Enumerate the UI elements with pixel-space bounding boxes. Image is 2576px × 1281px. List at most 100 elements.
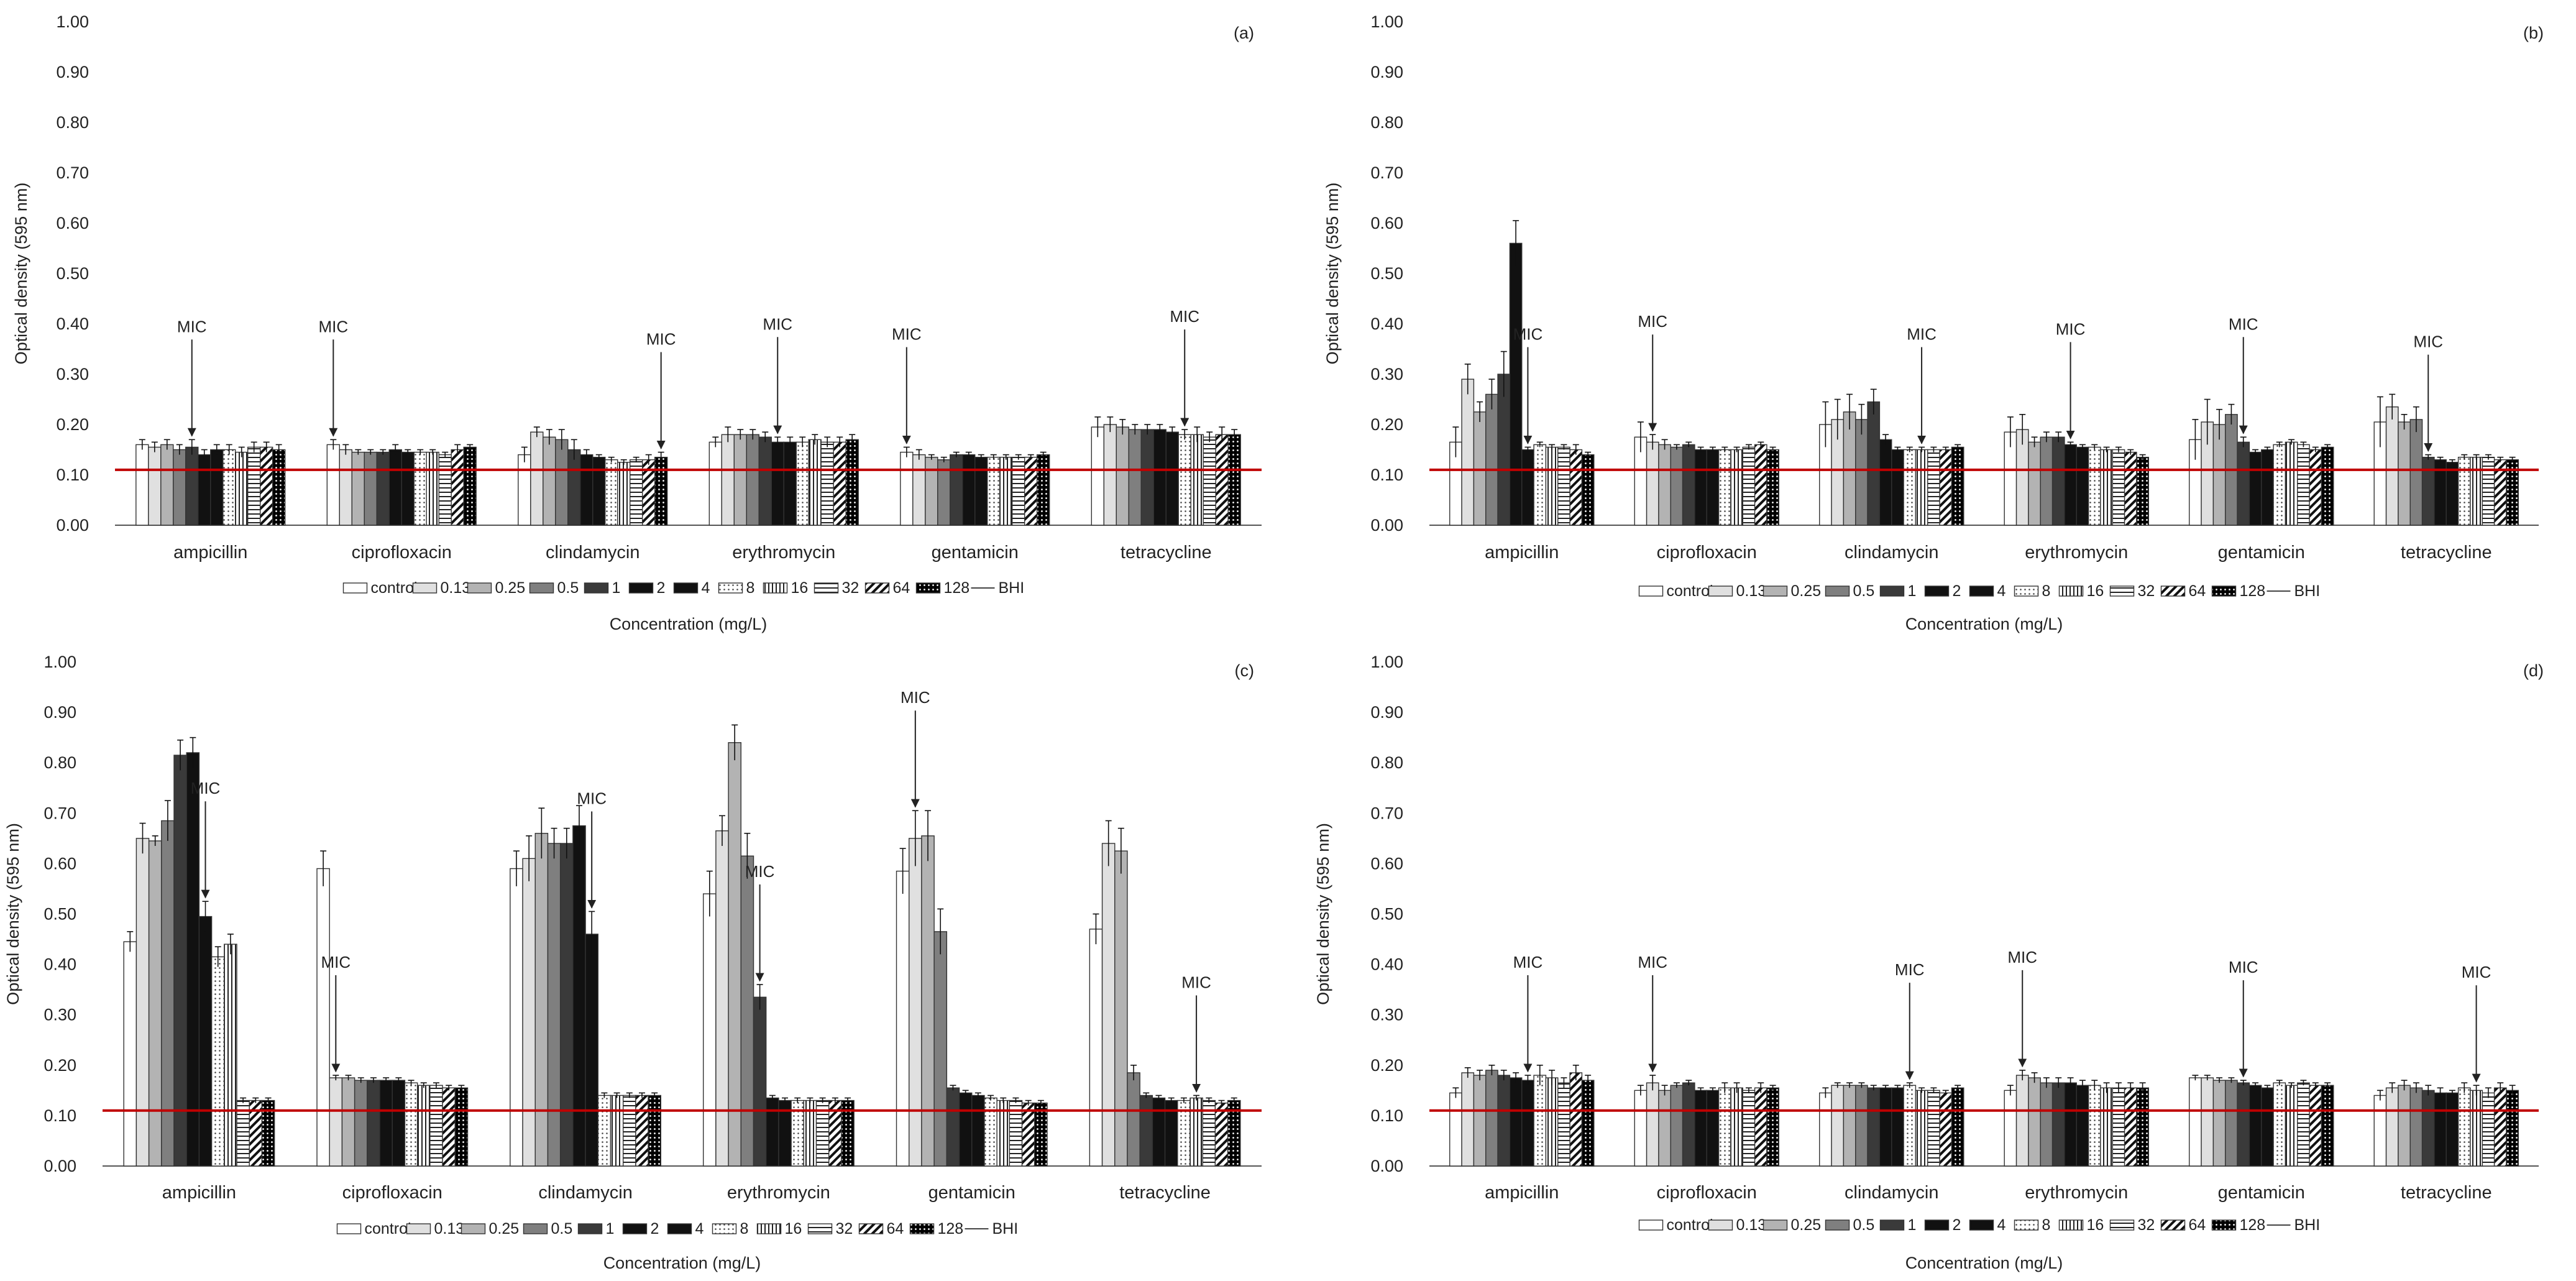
bar-clindamycin-8 xyxy=(1903,449,1917,526)
bar-ampicillin-0.5 xyxy=(161,820,175,1167)
legend-swatch xyxy=(2109,1219,2135,1231)
legend-label: control xyxy=(1667,1216,1713,1234)
bar-gentamicin-16 xyxy=(999,456,1013,526)
bar-clindamycin-0.25 xyxy=(534,833,549,1167)
legend-swatch xyxy=(1762,585,1788,597)
bar-erythromycin-128 xyxy=(2136,1087,2149,1167)
mic-label: MIC xyxy=(2229,958,2258,976)
legend-label: control xyxy=(365,1220,411,1237)
panel-label: (d) xyxy=(2523,661,2544,680)
bar-erythromycin-0.5 xyxy=(740,855,754,1167)
bar-gentamicin-128 xyxy=(1036,454,1050,526)
x-category-label: tetracycline xyxy=(1119,1183,1211,1203)
bar-clindamycin-32 xyxy=(622,1095,636,1167)
y-tick-label: 0.50 xyxy=(56,264,89,283)
bar-erythromycin-0.25 xyxy=(728,742,742,1167)
legend-swatch xyxy=(577,1223,603,1234)
legend-swatch xyxy=(858,1223,884,1234)
chart-legend: control 0.13 0.25 0.5 1 2 4 8 16 32 64 128 BHI xyxy=(1638,582,2320,600)
bar-ciprofloxacin-0.5 xyxy=(1670,1085,1684,1167)
bar-ciprofloxacin-control xyxy=(1634,1090,1648,1167)
bar-ciprofloxacin-32 xyxy=(429,1085,443,1167)
legend-swatch xyxy=(909,1223,935,1234)
bar-gentamicin-1 xyxy=(950,454,963,526)
legend-label: 2 xyxy=(1953,1216,1961,1234)
bar-tetracycline-4 xyxy=(1165,431,1179,526)
bar-ampicillin-16 xyxy=(235,451,249,526)
bar-tetracycline-64 xyxy=(1215,434,1229,526)
legend-label: 1 xyxy=(1908,1216,1917,1234)
bar-tetracycline-2 xyxy=(2434,1092,2447,1167)
legend-swatch xyxy=(1638,585,1664,597)
bar-clindamycin-0.5 xyxy=(1855,419,1868,526)
legend-label: BHI xyxy=(999,579,1025,597)
bar-ciprofloxacin-1 xyxy=(367,1080,380,1167)
bar-ampicillin-8 xyxy=(211,956,225,1167)
bar-ciprofloxacin-0.25 xyxy=(1658,1090,1671,1167)
legend-label: 0.13 xyxy=(441,579,471,597)
bar-clindamycin-2 xyxy=(1879,1087,1892,1167)
chart-legend: control 0.13 0.25 0.5 1 2 4 8 16 32 64 128 BHI xyxy=(342,579,1025,597)
legend-label: 128 xyxy=(944,579,970,597)
bar-clindamycin-4 xyxy=(1891,449,1904,526)
bar-erythromycin-2 xyxy=(771,441,784,526)
bar-clindamycin-16 xyxy=(617,462,631,526)
legend-label: 32 xyxy=(2138,582,2155,600)
bar-gentamicin-0.25 xyxy=(921,835,935,1167)
mic-label: MIC xyxy=(2462,963,2491,981)
bar-tetracycline-2 xyxy=(1152,1097,1166,1167)
bar-ampicillin-64 xyxy=(260,446,273,526)
y-tick-label: 0.10 xyxy=(1370,1106,1403,1125)
mic-label: MIC xyxy=(191,779,221,797)
legend-label: 0.13 xyxy=(1736,582,1767,600)
bar-clindamycin-32 xyxy=(1927,449,1940,526)
bar-tetracycline-0.25 xyxy=(2398,1085,2411,1167)
x-category-label: clindamycin xyxy=(538,1183,633,1203)
bar-ciprofloxacin-control xyxy=(316,868,330,1167)
mic-label: MIC xyxy=(2413,333,2443,351)
bar-ciprofloxacin-1 xyxy=(1682,1082,1695,1167)
y-tick-label: 1.00 xyxy=(1370,653,1403,671)
mic-label: MIC xyxy=(1170,307,1199,326)
bar-tetracycline-64 xyxy=(1214,1102,1229,1167)
legend-swatch xyxy=(718,582,743,594)
y-tick-label: 0.80 xyxy=(1370,753,1403,772)
bar-clindamycin-64 xyxy=(635,1095,649,1167)
bar-ampicillin-control xyxy=(135,444,149,526)
bar-clindamycin-16 xyxy=(1915,1090,1928,1167)
bar-gentamicin-8 xyxy=(987,456,1001,526)
bar-ampicillin-2 xyxy=(198,454,211,526)
bar-clindamycin-4 xyxy=(592,456,606,526)
legend-swatch xyxy=(336,1223,362,1234)
chart-panel-d: 0.00 0.10 0.20 0.30 0.40 0.50 0.60 0.70 0.80 0.90… xyxy=(1314,653,2544,1272)
bar-gentamicin-4 xyxy=(2261,1087,2274,1167)
legend-label: 128 xyxy=(938,1220,964,1237)
bar-gentamicin-16 xyxy=(2285,441,2298,526)
y-tick-label: 0.80 xyxy=(1370,113,1403,132)
bar-gentamicin-1 xyxy=(946,1087,960,1167)
bar-clindamycin-1 xyxy=(559,843,574,1167)
mic-label: MIC xyxy=(2056,319,2086,338)
bar-ampicillin-4 xyxy=(1521,449,1534,526)
bar-ampicillin-64 xyxy=(1569,449,1583,526)
bar-gentamicin-0.25 xyxy=(925,456,938,526)
y-axis-label: Optical density (595 nm) xyxy=(12,183,30,365)
bar-erythromycin-0.25 xyxy=(2028,441,2041,526)
chart-panel-c: 0.00 0.10 0.20 0.30 0.40 0.50 0.60 0.70 0.80 0.90… xyxy=(4,653,1262,1272)
x-category-label: ciprofloxacin xyxy=(1657,1183,1757,1203)
legend-label: 128 xyxy=(2240,582,2266,600)
legend-label: 0.5 xyxy=(551,1220,573,1237)
bar-clindamycin-0.13 xyxy=(530,431,544,526)
bar-tetracycline-8 xyxy=(2457,456,2471,526)
bar-ampicillin-2 xyxy=(1509,1077,1523,1167)
bar-gentamicin-64 xyxy=(2309,1085,2322,1167)
bar-gentamicin-2 xyxy=(2248,1085,2262,1167)
bar-clindamycin-1 xyxy=(567,449,581,526)
legend-label: 2 xyxy=(1953,582,1961,600)
mic-label: MIC xyxy=(1895,960,1925,979)
bar-ciprofloxacin-0.13 xyxy=(1646,441,1659,526)
bar-clindamycin-control xyxy=(510,868,523,1167)
bar-clindamycin-2 xyxy=(572,825,586,1167)
mic-label: MIC xyxy=(321,953,351,971)
bar-tetracycline-0.5 xyxy=(1128,429,1142,526)
